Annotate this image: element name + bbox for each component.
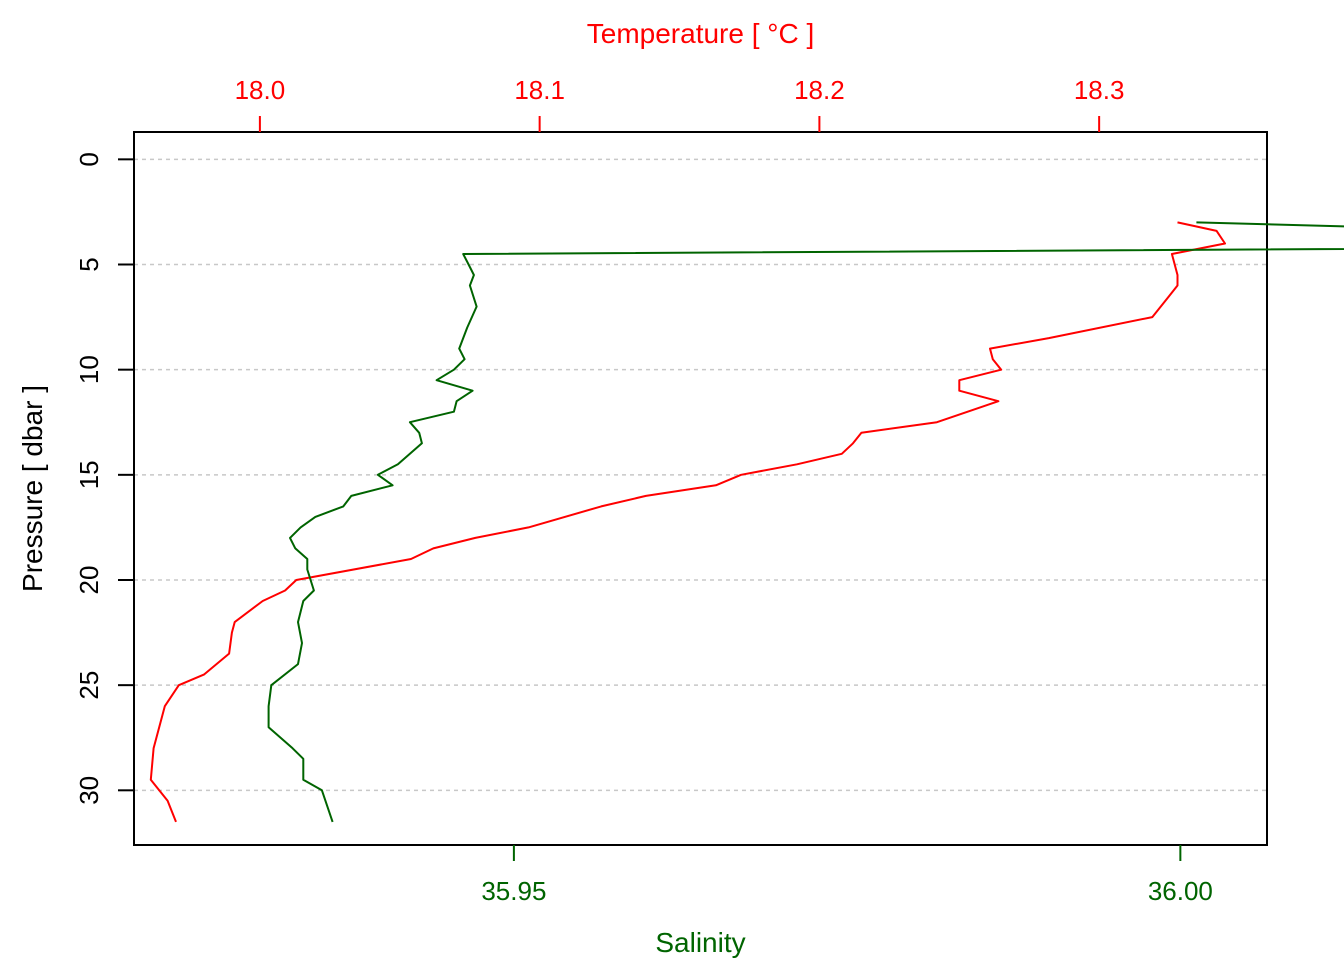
pressure-tick-label: 20 <box>74 566 104 595</box>
temperature-tick-label: 18.0 <box>235 75 286 105</box>
salinity-tick-label: 35.95 <box>481 876 546 906</box>
pressure-tick-label: 5 <box>74 257 104 271</box>
salinity-profile-line <box>267 221 1344 823</box>
axes: 05101520253018.018.118.218.335.9536.0036… <box>74 75 1213 906</box>
temperature-axis-title: Temperature [ °C ] <box>587 18 815 49</box>
grid-lines <box>134 158 1267 792</box>
plot-frame <box>133 131 1268 846</box>
temperature-tick-label: 18.2 <box>794 75 845 105</box>
pressure-tick-label: 10 <box>74 355 104 384</box>
temperature-tick-label: 18.1 <box>514 75 565 105</box>
pressure-tick-label: 15 <box>74 460 104 489</box>
salinity-axis-title: Salinity <box>655 927 745 958</box>
temperature-tick-label: 18.3 <box>1074 75 1125 105</box>
profile-lines <box>149 221 1344 823</box>
pressure-tick-label: 0 <box>74 152 104 166</box>
temperature-profile-line <box>149 221 1226 823</box>
salinity-tick-label: 36.00 <box>1148 876 1213 906</box>
pressure-axis-title: Pressure [ dbar ] <box>17 385 48 592</box>
pressure-tick-label: 25 <box>74 671 104 700</box>
pressure-tick-label: 30 <box>74 776 104 805</box>
